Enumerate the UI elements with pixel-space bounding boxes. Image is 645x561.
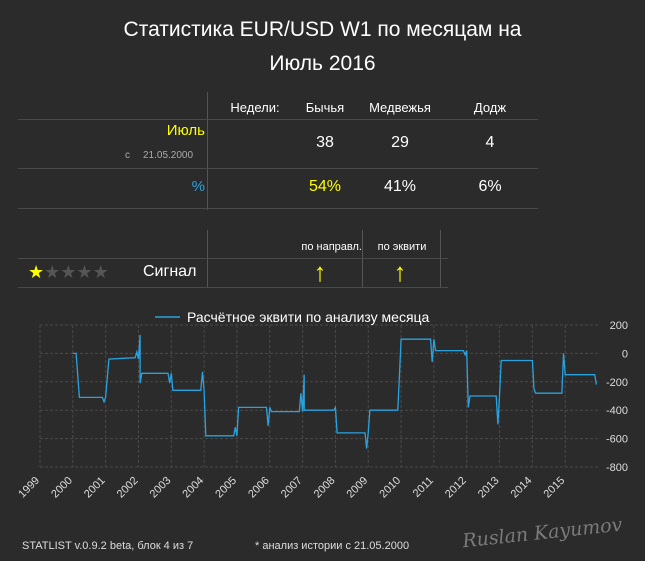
x-tick-label: 2014 xyxy=(509,475,535,501)
header-weeks: Недели: xyxy=(230,100,280,115)
x-tick-label: 2006 xyxy=(246,475,272,501)
equity-arrow-icon: ↑ xyxy=(393,257,407,287)
footer-note: * анализ истории с 21.05.2000 xyxy=(255,540,410,552)
x-tick-label: 2001 xyxy=(82,475,108,501)
since-prefix: с xyxy=(125,150,130,161)
y-tick-label: -600 xyxy=(606,434,628,446)
signal-direction-header: по направл. xyxy=(301,241,362,253)
since-date: 21.05.2000 xyxy=(143,150,194,161)
x-tick-label: 2012 xyxy=(443,475,469,501)
signal-vline xyxy=(362,230,363,288)
x-tick-label: 2008 xyxy=(312,475,338,501)
rating-stars: ★★★★★ xyxy=(28,262,133,286)
x-tick-label: 1999 xyxy=(16,475,42,501)
y-tick-label: -200 xyxy=(606,377,628,389)
star-empty-icon: ★ xyxy=(92,262,109,282)
y-tick-label: 200 xyxy=(610,320,628,332)
y-tick-label: -400 xyxy=(606,405,628,417)
x-tick-label: 2010 xyxy=(377,475,403,501)
x-tick-label: 2000 xyxy=(49,475,75,501)
month-label: Июль xyxy=(166,122,205,139)
count-doji: 4 xyxy=(485,134,495,151)
direction-arrow-icon: ↑ xyxy=(313,257,327,287)
header-doji: Додж xyxy=(473,100,507,115)
star-filled-icon: ★ xyxy=(28,262,45,282)
signal-label: Сигнал xyxy=(143,263,197,280)
percent-bull: 54% xyxy=(308,178,342,195)
chart-title-line2: Июль 2016 xyxy=(269,52,376,75)
table-hline xyxy=(18,119,538,120)
percent-doji: 6% xyxy=(478,178,502,195)
signal-vline xyxy=(207,230,208,288)
signal-equity-header: по эквити xyxy=(377,241,427,253)
header-bull: Бычья xyxy=(305,100,345,115)
signal-vline xyxy=(440,230,441,288)
y-tick-label: 0 xyxy=(622,348,628,360)
percent-bear: 41% xyxy=(383,178,417,195)
signal-hline xyxy=(18,287,448,288)
y-tick-label: -800 xyxy=(606,462,628,474)
star-empty-icon: ★ xyxy=(44,262,61,282)
equity-series-line xyxy=(72,334,598,449)
footer-version: STATLIST v.0.9.2 beta, блок 4 из 7 xyxy=(22,540,194,552)
table-hline xyxy=(18,168,538,169)
table-vline xyxy=(207,92,208,210)
x-tick-label: 2002 xyxy=(115,475,141,501)
x-tick-label: 2009 xyxy=(345,475,371,501)
x-tick-label: 2003 xyxy=(148,475,174,501)
chart-title-line1: Статистика EUR/USD W1 по месяцам на xyxy=(123,18,522,41)
x-tick-label: 2011 xyxy=(411,475,436,500)
count-bull: 38 xyxy=(316,134,334,151)
header-bear: Медвежья xyxy=(369,100,431,115)
x-tick-label: 2007 xyxy=(279,475,305,501)
table-hline xyxy=(18,208,538,209)
x-tick-label: 2004 xyxy=(180,475,206,501)
x-tick-label: 2015 xyxy=(541,475,567,501)
count-bear: 29 xyxy=(391,134,409,151)
percent-label: % xyxy=(191,178,205,195)
legend-label: Расчётное эквити по анализу месяца xyxy=(187,309,430,325)
star-empty-icon: ★ xyxy=(60,262,77,282)
signal-hline xyxy=(18,258,448,259)
x-tick-label: 2013 xyxy=(476,475,502,501)
x-tick-label: 2005 xyxy=(213,475,239,501)
star-empty-icon: ★ xyxy=(76,262,93,282)
